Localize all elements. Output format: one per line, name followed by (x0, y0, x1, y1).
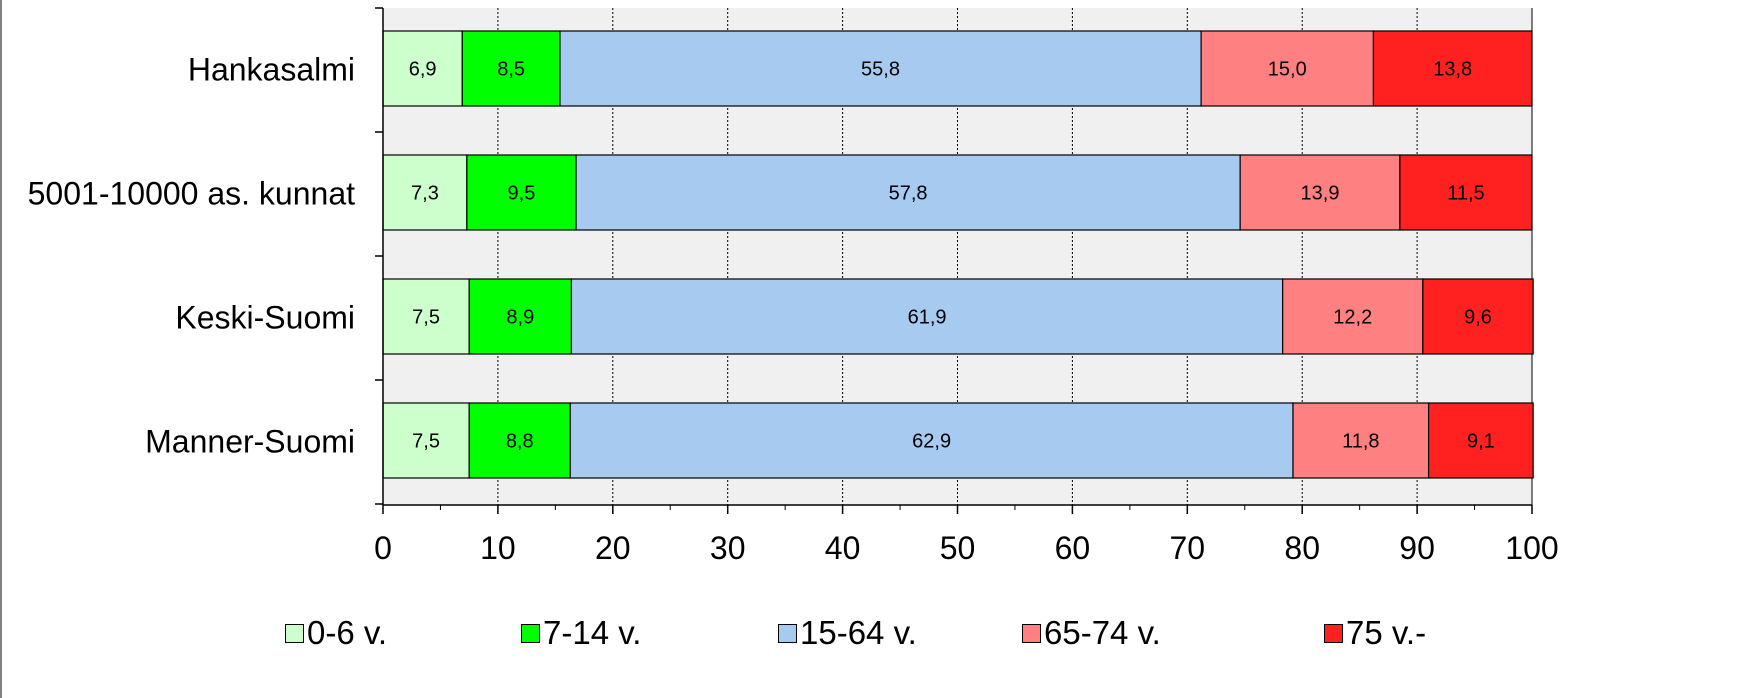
x-tick-label: 0 (374, 530, 392, 566)
data-label: 61,9 (908, 307, 947, 329)
x-tick-label: 70 (1170, 530, 1206, 566)
legend-label: 7-14 v. (543, 614, 642, 651)
data-label: 11,8 (1342, 431, 1379, 453)
bar-segment (570, 278, 1284, 355)
legend-item: 65-74 v. (1022, 614, 1161, 652)
data-label: 13,8 (1433, 59, 1472, 81)
x-tick-label: 30 (710, 530, 746, 566)
bar-segment (1427, 402, 1534, 479)
legend-label: 65-74 v. (1044, 614, 1161, 651)
legend-swatch (285, 623, 304, 643)
data-label: 15,0 (1268, 59, 1307, 81)
x-tick-label: 90 (1399, 530, 1435, 566)
bar-segment (468, 278, 573, 355)
x-tick-label: 20 (595, 530, 631, 566)
x-tick-label: 100 (1505, 530, 1558, 566)
category-label: 5001-10000 as. kunnat (28, 176, 355, 212)
bar-segment (1422, 278, 1534, 355)
legend-item: 75 v.- (1324, 614, 1426, 652)
data-label: 7,5 (412, 431, 440, 453)
bar-segment (468, 402, 571, 479)
legend-label: 75 v.- (1346, 614, 1427, 651)
bar-segment (1239, 154, 1401, 231)
data-label: 9,6 (1464, 307, 1492, 329)
x-tick-label: 40 (825, 530, 861, 566)
data-label: 8,9 (506, 307, 534, 329)
legend-swatch (1022, 623, 1041, 643)
bar-segment (1282, 278, 1424, 355)
legend-swatch (521, 623, 540, 643)
bar-segment (382, 154, 468, 231)
bar-segment (1200, 30, 1375, 107)
chart-frame-left-edge (0, 0, 2, 698)
legend-item: 7-14 v. (521, 614, 641, 652)
data-label: 13,9 (1301, 183, 1340, 205)
data-label: 62,9 (912, 431, 951, 453)
bar-segment (466, 154, 577, 231)
legend-swatch (778, 623, 797, 643)
data-label: 57,8 (889, 183, 928, 205)
bar-segment (382, 278, 470, 355)
legend-label: 0-6 v. (307, 614, 388, 651)
data-label: 8,8 (506, 431, 534, 453)
bar-segment (1399, 154, 1533, 231)
legend-label: 15-64 v. (800, 614, 917, 651)
data-label: 9,5 (508, 183, 536, 205)
data-label: 6,9 (409, 59, 437, 81)
bar-segment (1372, 30, 1533, 107)
legend-swatch (1324, 623, 1343, 643)
bar-segment (382, 402, 470, 479)
data-label: 55,8 (861, 59, 900, 81)
x-tick-label: 60 (1055, 530, 1091, 566)
legend-item: 15-64 v. (778, 614, 917, 652)
data-label: 9,1 (1467, 431, 1495, 453)
bar-segment (1292, 402, 1430, 479)
chart-legend: 0-6 v. 7-14 v. 15-64 v. 65-74 v. 75 v.- (0, 614, 1757, 664)
category-label: Keski-Suomi (175, 300, 355, 336)
x-tick-label: 80 (1284, 530, 1320, 566)
data-label: 12,2 (1333, 307, 1372, 329)
data-label: 7,3 (411, 183, 439, 205)
bar-segment (569, 402, 1294, 479)
bar-segment (461, 30, 561, 107)
x-tick-label: 50 (940, 530, 976, 566)
category-label: Manner-Suomi (145, 424, 355, 460)
x-tick-label: 10 (480, 530, 516, 566)
bar-segment (382, 30, 463, 107)
data-label: 11,5 (1447, 183, 1484, 205)
bar-segment (559, 30, 1202, 107)
bar-segment (575, 154, 1241, 231)
data-label: 8,5 (497, 59, 525, 81)
category-label: Hankasalmi (188, 52, 355, 88)
legend-item: 0-6 v. (285, 614, 387, 652)
data-label: 7,5 (412, 307, 440, 329)
